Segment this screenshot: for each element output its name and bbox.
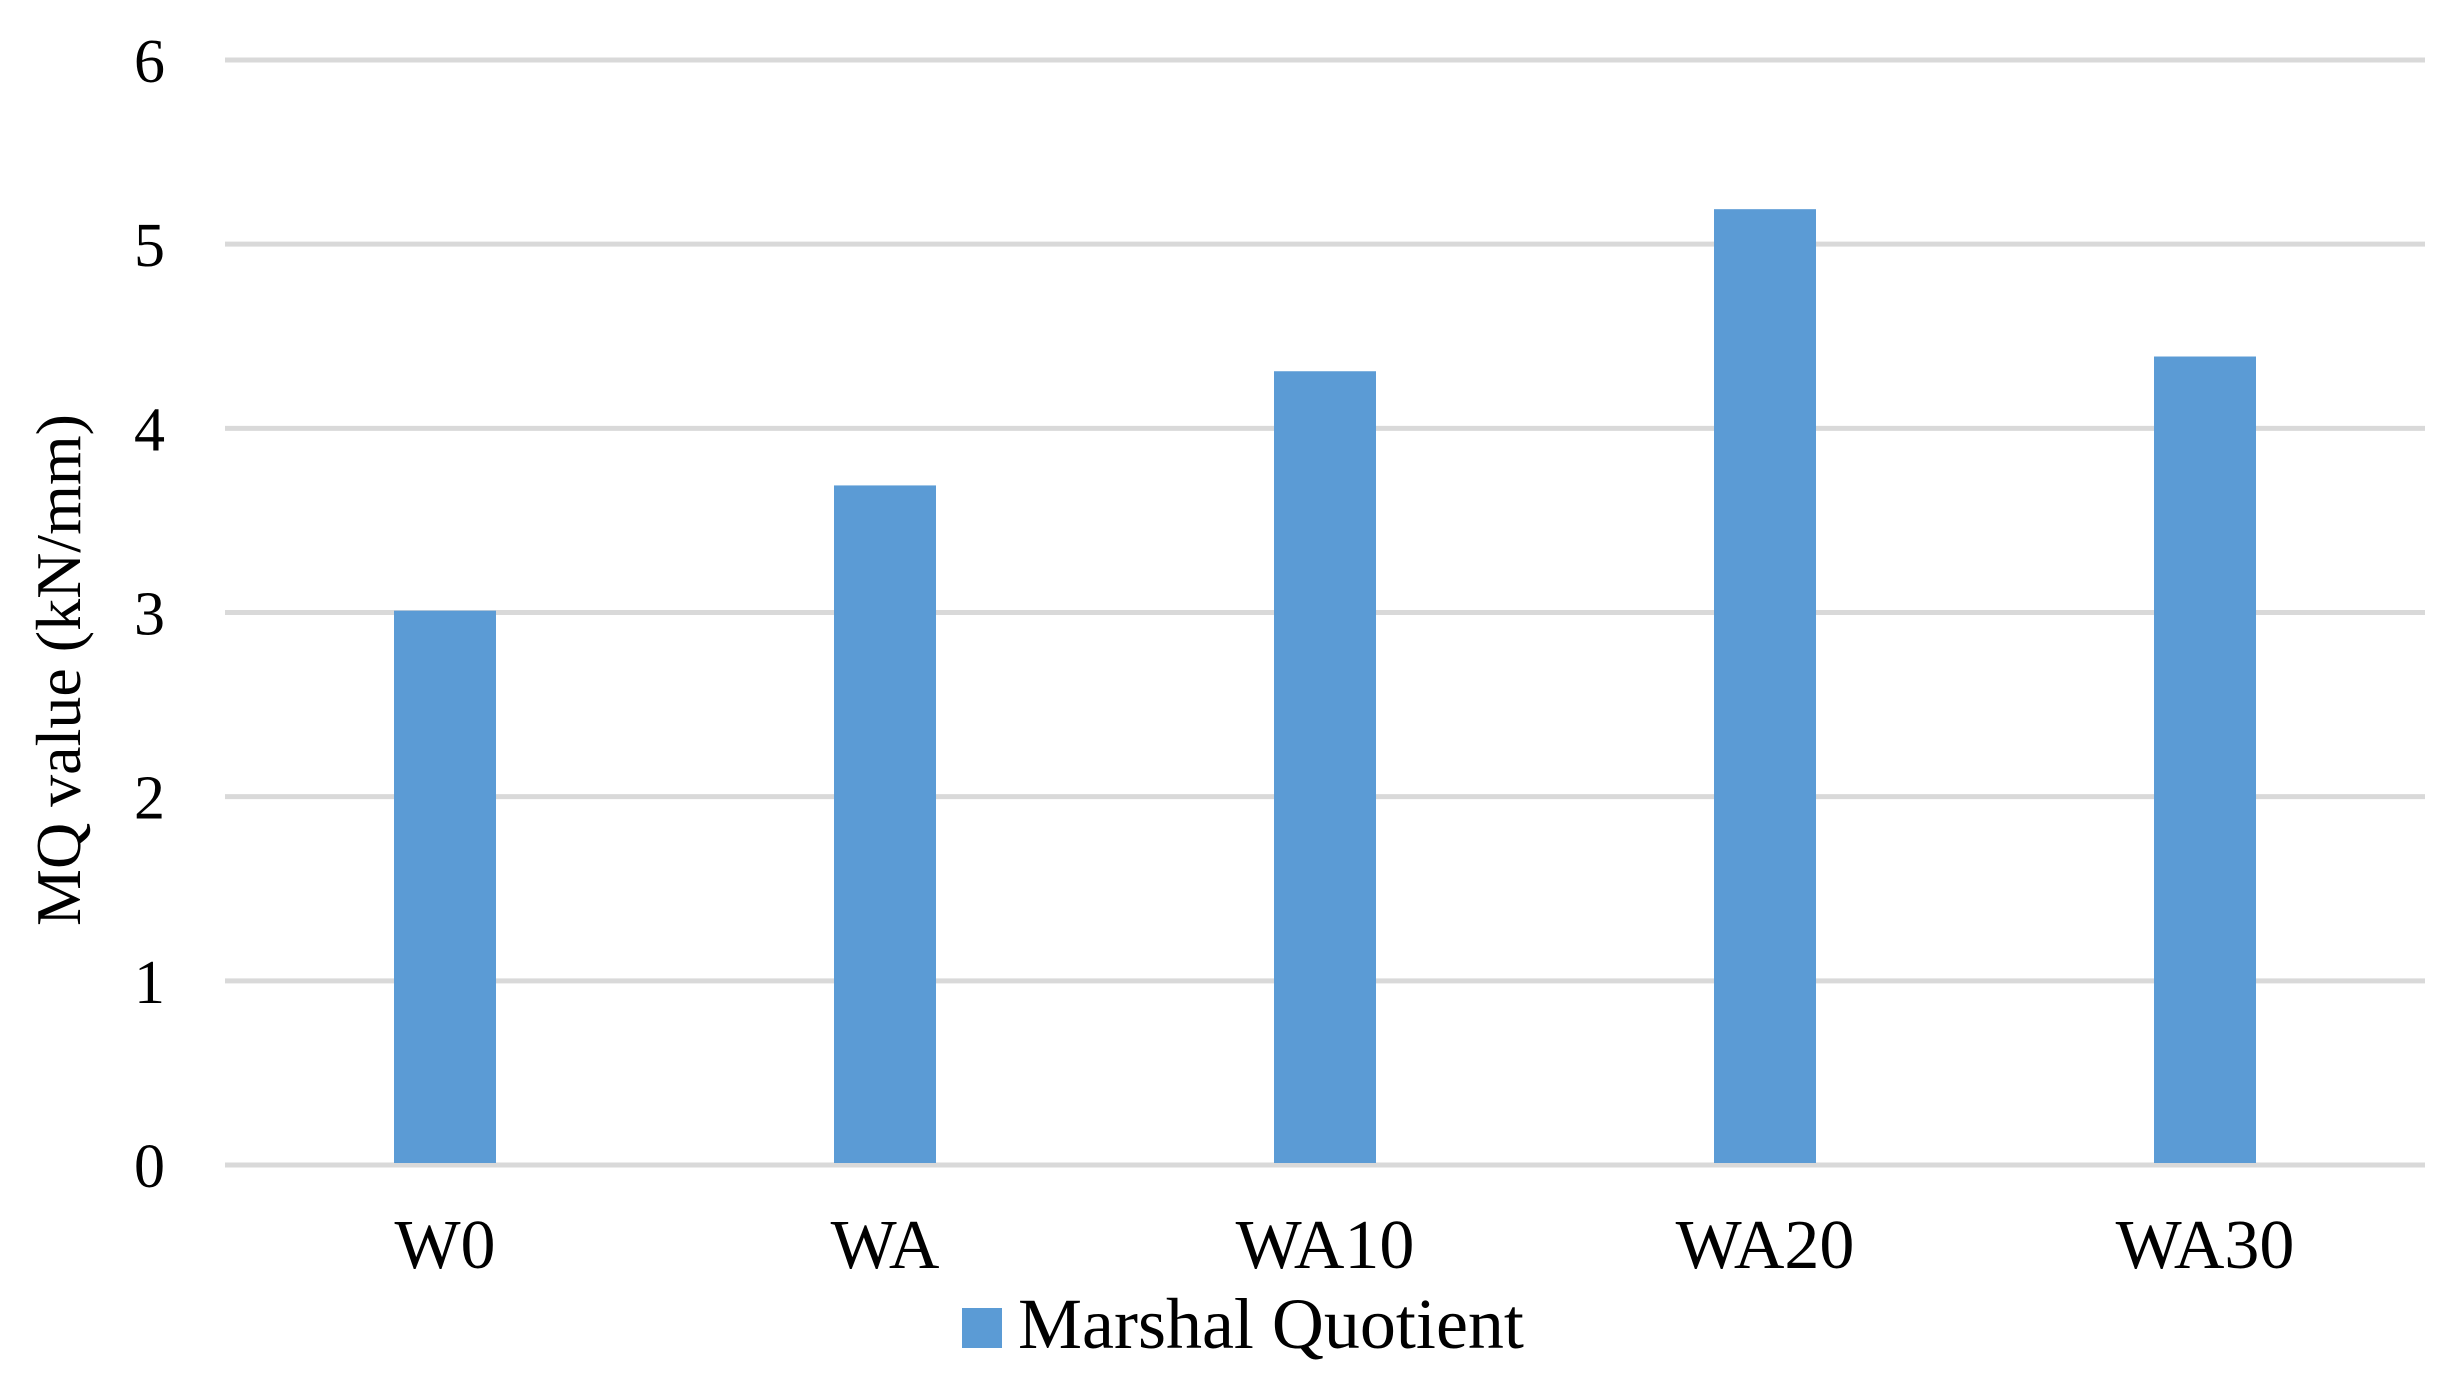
legend-swatch	[962, 1308, 1002, 1348]
x-tick-label: WA20	[1676, 1207, 1855, 1284]
x-tick-label: WA10	[1236, 1207, 1415, 1284]
bar-wa30	[2154, 356, 2256, 1164]
y-axis-title: MQ value (kN/mm)	[23, 414, 94, 926]
bars	[394, 209, 2256, 1164]
y-tick-label: 6	[134, 28, 165, 96]
bar-wa20	[1714, 209, 1816, 1164]
y-tick-label: 2	[134, 765, 165, 833]
y-axis-ticks: 0 1 2 3 4 5 6	[134, 28, 165, 1201]
legend: Marshal Quotient	[962, 1284, 1524, 1364]
y-tick-label: 4	[134, 396, 165, 464]
x-axis-ticks: W0 WA WA10 WA20 WA30	[394, 1207, 2294, 1284]
y-tick-label: 3	[134, 581, 165, 649]
x-tick-label: W0	[394, 1207, 495, 1284]
bar-wa10	[1274, 371, 1376, 1163]
y-tick-label: 1	[134, 949, 165, 1017]
y-tick-label: 0	[134, 1133, 165, 1201]
legend-label: Marshal Quotient	[1018, 1284, 1524, 1364]
bar-wa	[834, 485, 936, 1163]
x-tick-label: WA30	[2116, 1207, 2295, 1284]
x-tick-label: WA	[831, 1207, 940, 1284]
bar-w0	[394, 610, 496, 1163]
y-tick-label: 5	[134, 212, 165, 280]
